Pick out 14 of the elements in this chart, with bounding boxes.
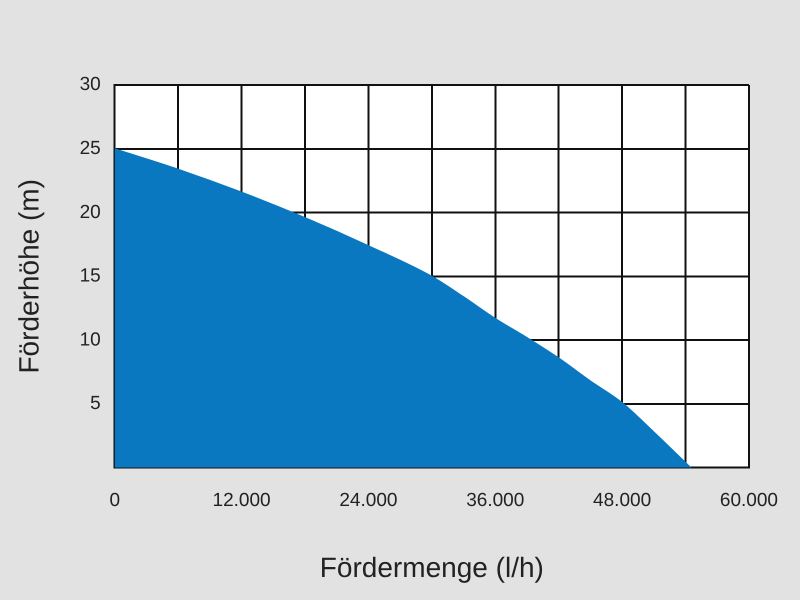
x-axis-title: Fördermenge (l/h) bbox=[320, 552, 544, 583]
x-tick-label: 36.000 bbox=[466, 490, 524, 512]
y-tick-label: 5 bbox=[90, 393, 101, 414]
y-tick-label: 10 bbox=[80, 329, 101, 350]
y-tick-label: 25 bbox=[80, 138, 101, 159]
y-tick-label: 15 bbox=[80, 266, 101, 287]
y-tick-label: 30 bbox=[80, 74, 101, 96]
x-tick-label: 60.000 bbox=[720, 490, 778, 512]
x-tick-label: 12.000 bbox=[212, 490, 271, 512]
y-tick-label: 20 bbox=[80, 202, 101, 223]
x-tick-label: 24.000 bbox=[339, 490, 398, 512]
x-tick-label: 0 bbox=[109, 490, 120, 512]
y-axis-title: Förderhöhe (m) bbox=[14, 179, 45, 374]
x-tick-label: 48.000 bbox=[593, 490, 652, 512]
